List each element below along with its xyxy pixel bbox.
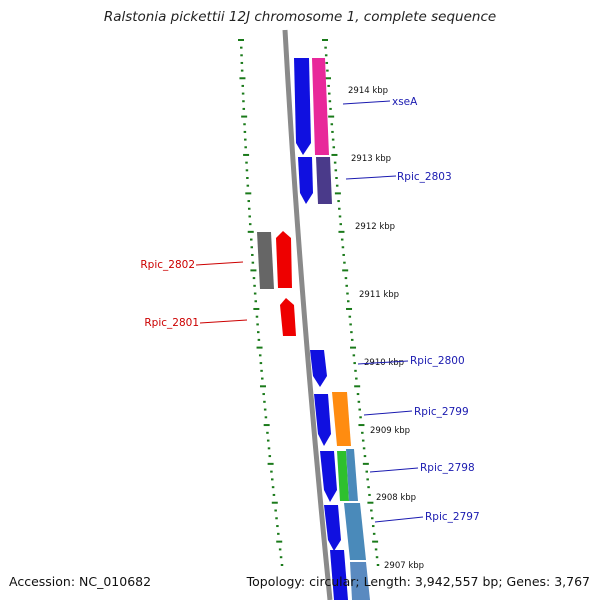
gene-label-rpic-2798[interactable]: Rpic_2798 [420, 462, 475, 474]
gene-label-rpic-2797[interactable]: Rpic_2797 [425, 511, 480, 523]
gene-block-rpic-2799[interactable] [314, 394, 331, 446]
gene-label-xsea[interactable]: xseA [392, 96, 418, 108]
gene-block-rpic-2802[interactable] [276, 231, 292, 288]
tick-marks [238, 39, 380, 566]
gene-block-next[interactable] [330, 550, 348, 600]
scale-label: 2907 kbp [384, 561, 424, 571]
gene-labels: xseA Rpic_2803 Rpic_2802 Rpic_2801 Rpic_… [140, 96, 479, 523]
gene-block-rpic-2798-green[interactable] [337, 451, 349, 501]
gene-block-xsea[interactable] [294, 58, 311, 155]
map-title: Ralstonia pickettii 12J chromosome 1, co… [103, 9, 497, 25]
gene-label-rpic-2803[interactable]: Rpic_2803 [397, 171, 452, 183]
gene-block-rpic-2797[interactable] [324, 505, 341, 551]
scale-label: 2910 kbp [364, 358, 404, 368]
scale-label: 2911 kbp [359, 290, 399, 300]
gene-block-rpic-2798-cds[interactable] [346, 449, 358, 501]
topology-text: Topology: circular; Length: 3,942,557 bp… [246, 574, 590, 589]
gene-block-rpic-2798[interactable] [320, 451, 337, 502]
scale-label: 2914 kbp [348, 86, 388, 96]
gene-block-rpic-2803-cds[interactable] [316, 157, 332, 204]
scale-label: 2908 kbp [376, 493, 416, 503]
gene-blocks [257, 58, 370, 600]
gene-block-rpic-2800[interactable] [310, 350, 327, 387]
label-leaders [195, 100, 424, 523]
gene-block-xsea-cds[interactable] [312, 58, 329, 155]
gene-label-rpic-2801[interactable]: Rpic_2801 [144, 317, 199, 329]
scale-labels: 2914 kbp 2913 kbp 2912 kbp 2911 kbp 2910… [348, 86, 424, 571]
scale-label: 2913 kbp [351, 154, 391, 164]
gene-label-rpic-2799[interactable]: Rpic_2799 [414, 406, 469, 418]
gene-block-rpic-2801[interactable] [280, 298, 296, 336]
scale-label: 2912 kbp [355, 222, 395, 232]
accession-text: Accession: NC_010682 [9, 574, 152, 589]
scale-label: 2909 kbp [370, 426, 410, 436]
gene-block-rpic-2803[interactable] [298, 157, 313, 204]
gene-block-rpic-2802-grey[interactable] [257, 232, 274, 289]
gene-label-rpic-2802[interactable]: Rpic_2802 [140, 259, 195, 271]
chromosome-backbone [282, 29, 333, 600]
gene-block-next-cds[interactable] [350, 562, 370, 600]
gene-block-rpic-2797-cds[interactable] [344, 503, 366, 560]
gene-label-rpic-2800[interactable]: Rpic_2800 [410, 355, 465, 367]
gene-block-rpic-2799-cds[interactable] [332, 392, 351, 446]
